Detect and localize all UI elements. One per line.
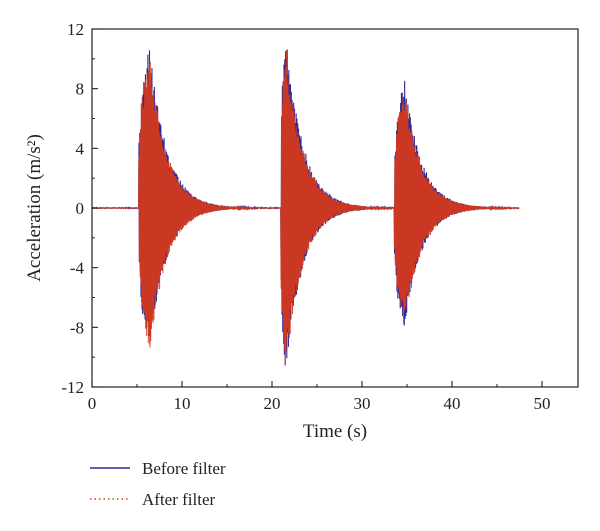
legend-label-before-filter: Before filter bbox=[142, 459, 226, 478]
y-tick-label: -12 bbox=[61, 378, 84, 397]
series-layer bbox=[91, 49, 520, 366]
y-tick-label: -4 bbox=[70, 259, 85, 278]
legend: Before filter After filter bbox=[90, 459, 226, 509]
x-tick-label: 30 bbox=[354, 394, 371, 413]
y-tick-label: 8 bbox=[76, 80, 85, 99]
y-axis-title: Acceleration (m/s²) bbox=[24, 134, 45, 282]
x-tick-label: 10 bbox=[174, 394, 191, 413]
y-tick-label: 0 bbox=[76, 199, 85, 218]
x-tick-label: 40 bbox=[444, 394, 461, 413]
y-tick-label: 4 bbox=[76, 139, 85, 158]
x-axis-title: Time (s) bbox=[303, 421, 367, 442]
y-tick-label: -8 bbox=[70, 318, 84, 337]
y-tick-label: 12 bbox=[67, 20, 84, 39]
ticks-layer: 0 10 20 30 40 50 -12 -8 -4 0 4 8 12 bbox=[61, 20, 550, 413]
series-line-after-filter bbox=[91, 50, 520, 364]
x-tick-label: 50 bbox=[534, 394, 551, 413]
legend-label-after-filter: After filter bbox=[142, 490, 215, 509]
x-tick-label: 20 bbox=[264, 394, 281, 413]
x-tick-label: 0 bbox=[88, 394, 97, 413]
